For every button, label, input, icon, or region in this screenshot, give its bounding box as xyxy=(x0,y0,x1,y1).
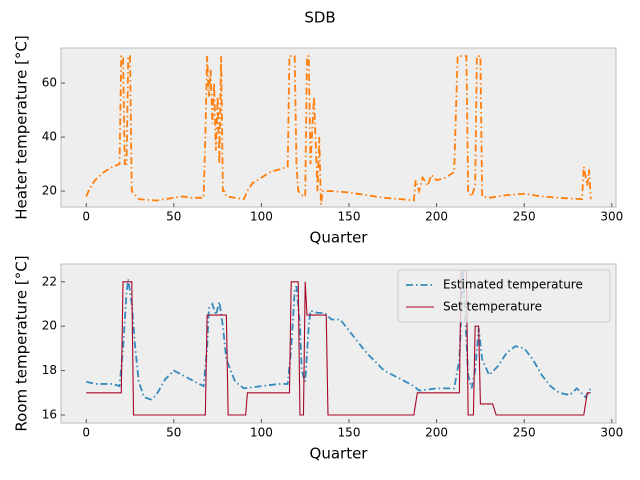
y-tick-label: 22 xyxy=(42,274,57,288)
plot-area xyxy=(60,47,617,208)
x-tick-label: 200 xyxy=(425,210,448,224)
x-axis-label: Quarter xyxy=(310,445,369,463)
series-line xyxy=(85,55,592,205)
x-tick-label: 300 xyxy=(600,210,623,224)
y-tick-label: 16 xyxy=(42,408,57,422)
y-tick-label: 40 xyxy=(42,130,57,144)
x-tick-label: 150 xyxy=(338,210,361,224)
series-line xyxy=(86,270,592,401)
x-tick-label: 0 xyxy=(82,210,90,224)
x-tick-label: 0 xyxy=(82,426,90,440)
x-tick-label: 250 xyxy=(513,210,536,224)
figure-title: SDB xyxy=(304,9,335,27)
y-axis-label: Room temperature [°C] xyxy=(13,255,31,431)
x-tick-label: 250 xyxy=(513,426,536,440)
x-tick-label: 300 xyxy=(600,426,623,440)
legend-label: Estimated temperature xyxy=(443,278,583,292)
x-tick-label: 50 xyxy=(166,426,181,440)
x-tick-label: 50 xyxy=(166,210,181,224)
y-tick-label: 20 xyxy=(42,184,57,198)
x-tick-label: 200 xyxy=(425,426,448,440)
x-axis-label: Quarter xyxy=(310,229,369,247)
y-tick-label: 60 xyxy=(42,76,57,90)
y-tick-label: 20 xyxy=(42,319,57,333)
legend-box xyxy=(397,269,611,323)
y-tick-label: 18 xyxy=(42,363,57,377)
x-tick-label: 150 xyxy=(338,426,361,440)
y-axis-label: Heater temperature [°C] xyxy=(13,35,31,219)
legend-label: Set temperature xyxy=(443,300,542,314)
x-tick-label: 100 xyxy=(250,426,273,440)
x-tick-label: 100 xyxy=(250,210,273,224)
series-line xyxy=(86,270,591,416)
